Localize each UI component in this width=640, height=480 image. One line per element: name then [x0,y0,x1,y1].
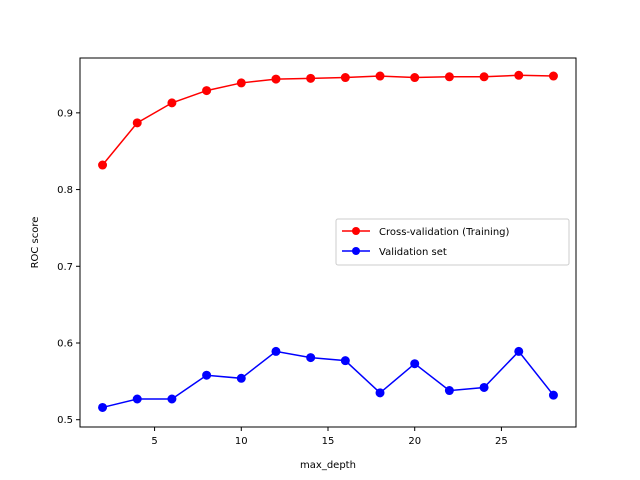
series-1 [98,346,558,412]
legend-box [335,218,570,266]
data-point [132,118,142,128]
series-0 [98,70,558,170]
data-point [340,73,350,83]
data-point [514,70,524,80]
data-point [167,98,177,108]
data-point [271,74,281,84]
data-point [514,346,524,356]
data-point [375,71,385,81]
data-point [479,382,489,392]
data-point [306,73,316,83]
legend: Cross-validation (Training) Validation se… [335,218,570,266]
y-tick-label: 0.6 [57,338,73,349]
data-point [479,72,489,82]
data-point [340,356,350,366]
data-point [132,394,142,404]
data-point [444,72,454,82]
data-point [271,346,281,356]
data-point [98,160,108,170]
data-point [548,71,558,81]
data-point [306,353,316,363]
series-line [102,350,555,409]
y-tick-label: 0.8 [57,185,73,196]
data-point [202,86,212,96]
data-point [167,394,177,404]
x-tick-label: 10 [235,436,248,447]
legend-marker [352,247,360,255]
x-axis-ticks: 5 10 15 20 25 [151,427,508,447]
data-point [410,73,420,83]
legend-marker [352,227,360,235]
legend-label: Validation set [379,247,447,258]
data-point [236,373,246,383]
legend-label: Cross-validation (Training) [379,227,510,238]
data-point [548,390,558,400]
x-tick-label: 20 [408,436,421,447]
data-point [98,402,108,412]
x-tick-label: 15 [322,436,335,447]
data-point [236,78,246,88]
data-point [202,370,212,380]
y-axis-label: ROC score [30,217,41,269]
x-tick-label: 5 [151,436,157,447]
y-axis-ticks: 0.5 0.6 0.7 0.8 0.9 [57,108,80,426]
series-line [101,74,554,166]
y-tick-label: 0.9 [57,108,73,119]
data-point [444,386,454,396]
data-point [410,359,420,369]
x-axis-label: max_depth [300,460,356,471]
data-point [375,388,385,398]
y-tick-label: 0.7 [57,262,73,273]
x-tick-label: 25 [495,436,508,447]
y-tick-label: 0.5 [57,415,73,426]
